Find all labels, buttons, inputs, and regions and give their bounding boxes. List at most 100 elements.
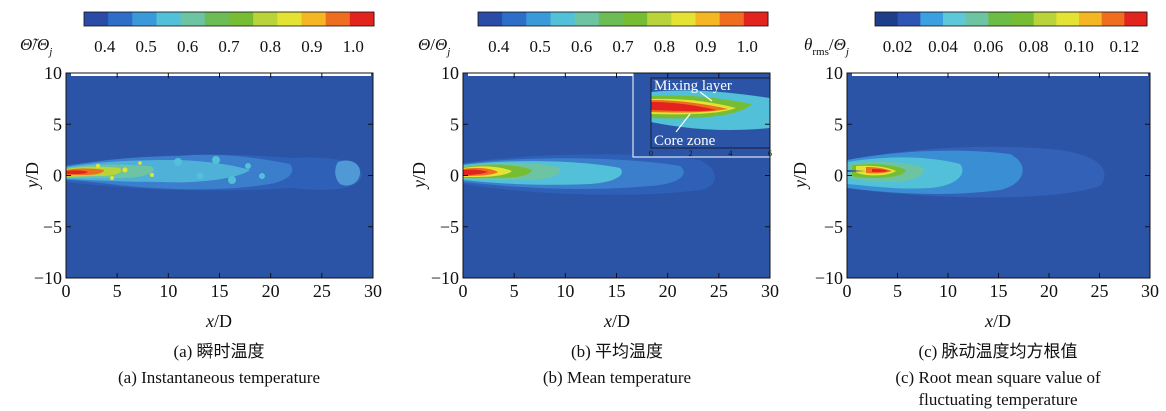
colorbar-a-segment (108, 12, 133, 26)
colorbar-b-segment (598, 12, 624, 26)
xtick-label-c: 0 (843, 281, 852, 301)
colorbar-label-a-sub: j (47, 46, 52, 58)
xlabel-b: x/D (603, 311, 630, 331)
ytick-label-b: −5 (440, 217, 459, 237)
ytick-label-c: 0 (834, 166, 843, 186)
field-rms-peak-c (872, 169, 888, 172)
colorbar-label-b: Θ/Θj (418, 35, 450, 58)
colorbar-a-segment (349, 12, 375, 26)
ytick-label-b: 10 (441, 63, 459, 83)
xtick-label-c: 25 (1091, 281, 1109, 301)
panel-b: Θ/Θj 0.4 0.5 0.6 0.7 0.8 0.9 1.0 (409, 11, 779, 387)
ytick-label-a: 0 (53, 166, 62, 186)
inset-xtick-label: 0 (649, 149, 653, 158)
colorbar-a-segment (253, 12, 278, 26)
colorbar-c-segment (1033, 12, 1057, 26)
xtick-label-a: 5 (113, 281, 122, 301)
xtick-label-a: 20 (262, 281, 280, 301)
xtick-label-c: 5 (893, 281, 902, 301)
inset-core-red (651, 102, 716, 112)
colorbar-a-segment (156, 12, 182, 26)
top-gap-b (468, 73, 633, 76)
colorbar-label-c: θrms/Θj (804, 35, 849, 58)
colorbar-a-segment (84, 12, 109, 26)
colorbar-b-segment (502, 12, 527, 26)
ytick-label-b: 0 (450, 166, 459, 186)
colorbar-a-segment (325, 12, 351, 26)
field-speckles-a (95, 161, 154, 180)
colorbar-ticks-b: 0.4 0.5 0.6 0.7 0.8 0.9 1.0 (488, 37, 758, 56)
ytick-label-c: 10 (825, 63, 843, 83)
ytick-label-a: −10 (34, 268, 62, 288)
colorbar-a-tick-label: 0.8 (260, 37, 281, 56)
ylabel-c: y/D (790, 162, 810, 190)
colorbar-ticks-a: 0.4 0.5 0.6 0.7 0.8 0.9 1.0 (94, 37, 364, 56)
colorbar-a-tick-label: 0.6 (177, 37, 198, 56)
colorbar-b-tick-label: 0.4 (488, 37, 510, 56)
xtick-label-b: 30 (761, 281, 779, 301)
xtick-label-c: 10 (939, 281, 957, 301)
ytick-label-a: −5 (43, 217, 62, 237)
panel-c: θrms/Θj 0.02 0.04 0.06 0.08 0.10 0.12 0 5 10 15 2… (790, 11, 1159, 409)
colorbar-c-segment (897, 12, 921, 26)
caption-cn-c: (c) 脉动温度均方根值 (918, 342, 1077, 361)
caption-en-c-line1: (c) Root mean square value of (895, 368, 1101, 387)
colorbar-c-segment (920, 12, 944, 26)
xtick-label-b: 10 (556, 281, 574, 301)
colorbar-b-segment (647, 12, 672, 26)
xtick-label-b: 0 (459, 281, 468, 301)
colorbar-a-frame (83, 11, 375, 27)
colorbar-c-tick-label: 0.08 (1019, 37, 1049, 56)
xtick-label-a: 30 (364, 281, 382, 301)
field-core-red-a (66, 170, 88, 174)
xtick-label-a: 25 (313, 281, 331, 301)
colorbar-label-a-slash: / (32, 35, 37, 54)
colorbar-a-segment (229, 12, 254, 26)
ytick-label-c: 5 (834, 114, 843, 134)
colorbar-b-segment (574, 12, 600, 26)
colorbar-b-tick-label: 0.9 (695, 37, 716, 56)
xtick-label-b: 20 (659, 281, 677, 301)
colorbar-c-segment (943, 12, 967, 26)
xtick-label-c: 15 (990, 281, 1008, 301)
colorbar-b-frame (477, 11, 769, 27)
caption-en-b: (b) Mean temperature (543, 368, 691, 387)
ytick-label-c: −5 (824, 217, 843, 237)
caption-cn-a: (a) 瞬时温度 (173, 342, 264, 361)
colorbar-label-a: Θ̃/Θj (20, 35, 52, 58)
plot-area-a (65, 72, 374, 279)
caption-en-c-line2: fluctuating temperature (918, 390, 1077, 409)
field-blobs-a (174, 156, 265, 184)
colorbar-c-segment (1124, 12, 1148, 26)
xlabel-c: x/D (984, 311, 1011, 331)
colorbar-a-segment (180, 12, 206, 26)
colorbar-c-segment (988, 12, 1012, 26)
colorbar-ticks-c: 0.02 0.04 0.06 0.08 0.10 0.12 (883, 37, 1139, 56)
colorbar-b-tick-label: 0.5 (530, 37, 551, 56)
colorbar-b-segment (695, 12, 721, 26)
xtick-label-a: 10 (159, 281, 177, 301)
field-core-red-b (463, 169, 488, 175)
colorbar-c-segment (875, 12, 899, 26)
colorbar-b-segment (623, 12, 648, 26)
colorbar-b (477, 11, 769, 27)
colorbar-a-segment (132, 12, 157, 26)
ytick-label-c: −10 (815, 268, 843, 288)
xtick-label-b: 15 (608, 281, 626, 301)
ytick-label-b: −10 (431, 268, 459, 288)
colorbar-b-segment (743, 12, 769, 26)
colorbar-a-segment (277, 12, 302, 26)
inset-label-core-zone: Core zone (654, 133, 716, 149)
field-downstream-patch-a (335, 160, 360, 186)
colorbar-c-segment (1056, 12, 1080, 26)
ylabel-a: y/D (22, 162, 42, 190)
top-gap-c (852, 73, 1148, 76)
axes-c: 0 5 10 15 20 25 30 10 5 0 −5 −10 (815, 63, 1159, 301)
colorbar-c-segment (965, 12, 989, 26)
colorbar-a-segment (301, 12, 327, 26)
colorbar-label-a-den: Θ (37, 35, 49, 54)
colorbar-c-tick-label: 0.12 (1109, 37, 1139, 56)
colorbar-b-tick-label: 1.0 (737, 37, 758, 56)
colorbar-c (874, 11, 1148, 27)
